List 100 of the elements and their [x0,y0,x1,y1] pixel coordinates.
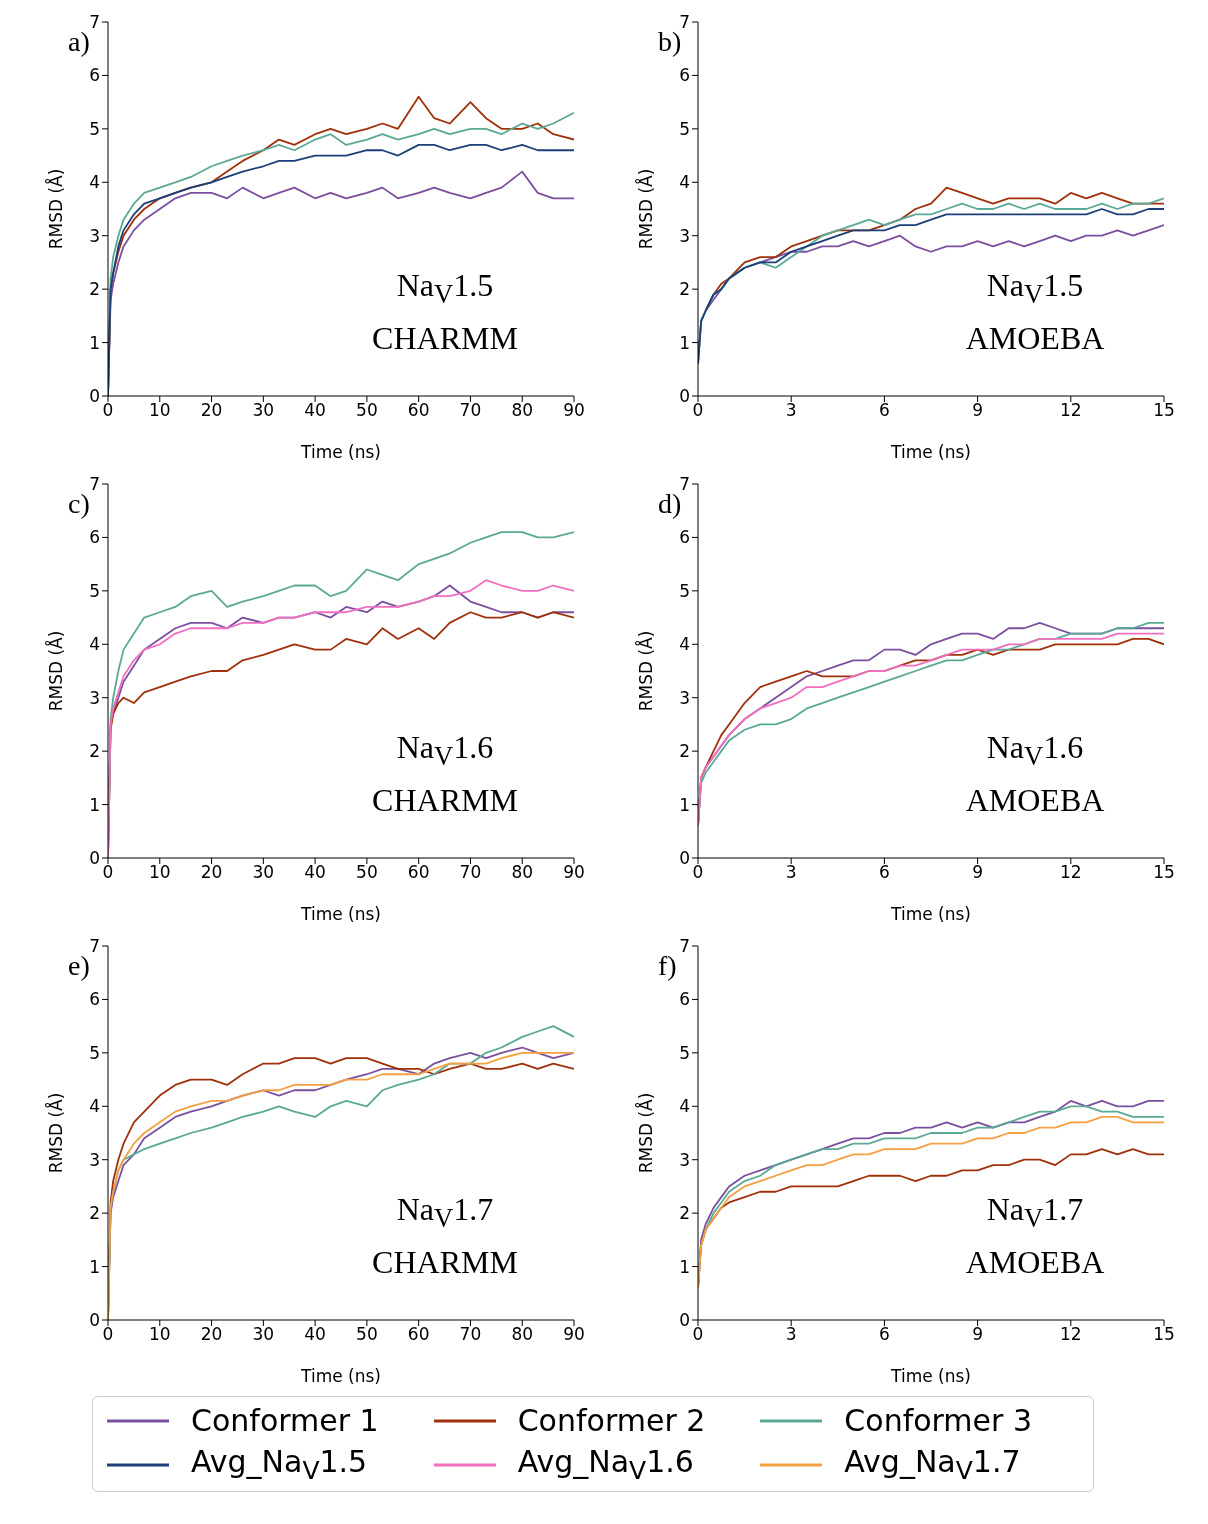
x-tick-label: 50 [356,1324,378,1345]
x-tick-label: 90 [563,862,585,883]
y-tick-label: 6 [679,527,690,548]
x-tick-label: 30 [252,862,275,883]
x-tick-label: 40 [304,400,326,421]
y-axis-title: RMSD (Å) [45,168,67,250]
y-tick-label: 4 [89,172,100,193]
legend-label: Avg_Na$_{V}$1.6 [517,1444,694,1485]
annotation: Na$_{V}$1.5 [395,266,495,312]
x-tick-label: 10 [148,400,171,421]
x-tick-label: 0 [692,862,704,883]
y-tick-label: 0 [89,386,100,407]
y-tick-label: 0 [89,1310,100,1331]
x-axis-title: Time (ns) [300,442,381,462]
y-tick-label: 4 [679,634,690,655]
x-tick-label: 80 [511,862,534,883]
y-axis-title: RMSD (Å) [635,1092,657,1174]
annotation: Na$_{V}$1.7 [395,1190,495,1236]
x-tick-label: 9 [972,1324,984,1345]
x-tick-label: 50 [356,862,378,883]
legend-label: Conformer 3 [844,1403,1033,1438]
x-tick-label: 60 [407,400,430,421]
x-tick-label: 90 [563,400,585,421]
x-tick-label: 15 [1153,400,1175,421]
annotation: CHARMM [371,781,519,821]
x-tick-label: 60 [407,862,430,883]
x-tick-label: 6 [878,1324,890,1345]
x-tick-label: 10 [148,1324,171,1345]
y-tick-label: 6 [89,527,100,548]
text: a) [68,26,90,58]
y-axis-title: RMSD (Å) [635,630,657,712]
y-axis-title: RMSD (Å) [45,1092,67,1174]
x-tick-label: 0 [102,862,114,883]
text: f) [658,950,677,982]
x-tick-label: 10 [148,862,171,883]
text: b) [658,26,682,58]
legend-label: Conformer 1 [191,1403,379,1438]
x-tick-label: 0 [102,1324,114,1345]
y-tick-label: 0 [679,848,690,869]
y-tick-label: 5 [679,118,690,139]
y-tick-label: 5 [679,1042,690,1063]
y-tick-label: 7 [679,936,690,957]
annotation: Na$_{V}$1.6 [395,728,495,774]
y-tick-label: 1 [679,794,690,815]
y-tick-label: 4 [89,634,100,655]
x-tick-label: 70 [459,862,482,883]
y-tick-label: 6 [679,65,690,86]
x-tick-label: 15 [1153,1324,1175,1345]
y-tick-label: 1 [89,1256,100,1277]
x-tick-label: 80 [511,400,534,421]
y-tick-label: 7 [89,474,100,495]
legend-label: Avg_Na$_{V}$1.7 [844,1444,1021,1485]
x-axis-title: Time (ns) [890,1366,971,1386]
y-tick-label: 2 [89,1203,100,1224]
annotation: CHARMM [371,1243,519,1283]
y-tick-label: 2 [679,741,690,762]
legend-label: Conformer 2 [517,1403,706,1438]
x-tick-label: 3 [785,1324,797,1345]
y-tick-label: 3 [89,687,100,708]
x-tick-label: 6 [878,400,890,421]
y-tick-label: 4 [89,1096,100,1117]
text: e) [68,950,90,982]
y-tick-label: 5 [89,118,100,139]
y-tick-label: 3 [679,1149,690,1170]
y-tick-label: 5 [89,580,100,601]
x-tick-label: 6 [878,862,890,883]
y-tick-label: 2 [89,279,100,300]
y-tick-label: 1 [89,794,100,815]
x-tick-label: 15 [1153,862,1175,883]
annotation: Na$_{V}$1.7 [985,1190,1085,1236]
x-tick-label: 80 [511,1324,534,1345]
text: d) [658,488,682,520]
y-tick-label: 7 [89,12,100,33]
y-tick-label: 7 [679,474,690,495]
x-tick-label: 0 [692,1324,704,1345]
y-tick-label: 6 [89,65,100,86]
y-tick-label: 1 [89,332,100,353]
x-axis-title: Time (ns) [890,442,971,462]
x-tick-label: 30 [252,1324,275,1345]
x-tick-label: 0 [692,400,704,421]
x-tick-label: 20 [200,400,223,421]
x-tick-label: 12 [1059,400,1082,421]
x-tick-label: 20 [200,1324,223,1345]
y-tick-label: 7 [89,936,100,957]
x-tick-label: 50 [356,400,378,421]
y-tick-label: 0 [679,386,690,407]
x-tick-label: 70 [459,400,482,421]
x-tick-label: 9 [972,862,984,883]
legend-label: Avg_Na$_{V}$1.5 [191,1444,368,1485]
x-tick-label: 60 [407,1324,430,1345]
y-tick-label: 1 [679,332,690,353]
x-tick-label: 0 [102,400,114,421]
annotation: AMOEBA [964,781,1106,821]
x-axis-title: Time (ns) [300,904,381,924]
x-tick-label: 12 [1059,862,1082,883]
y-tick-label: 2 [679,279,690,300]
x-tick-label: 30 [252,400,275,421]
x-axis-title: Time (ns) [890,904,971,924]
y-tick-label: 0 [679,1310,690,1331]
x-axis-title: Time (ns) [300,1366,381,1386]
